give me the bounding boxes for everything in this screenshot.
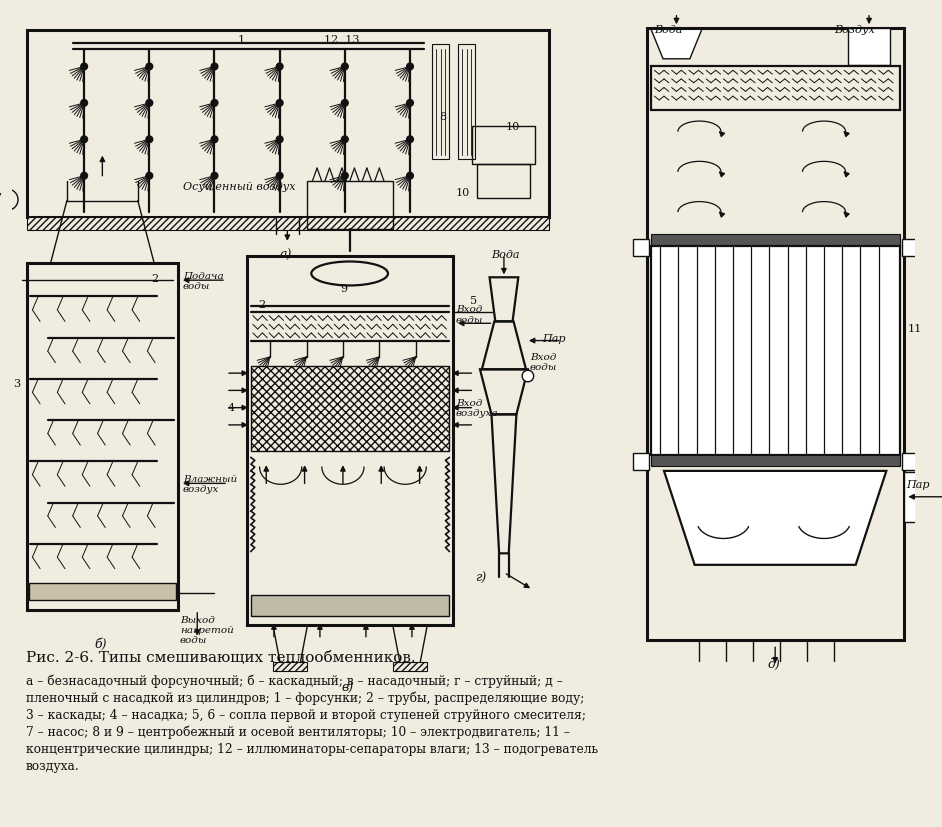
Text: 12  13: 12 13 [324,35,359,45]
Text: 2: 2 [259,300,266,310]
Text: 1: 1 [237,35,245,45]
Bar [247,257,453,625]
Text: 5: 5 [470,295,478,305]
Circle shape [211,173,218,179]
Text: б): б) [95,637,107,650]
Text: в): в) [342,681,354,694]
Polygon shape [651,29,703,60]
Bar [393,662,428,672]
Circle shape [81,173,88,179]
Text: Осушенный воздух: Осушенный воздух [183,182,296,192]
Circle shape [522,370,534,382]
Text: 7: 7 [0,193,1,203]
Circle shape [407,173,414,179]
Text: пленочный с насадкой из цилиндров; 1 – форсунки; 2 – трубы, распределяющие воду;: пленочный с насадкой из цилиндров; 1 – ф… [25,691,584,704]
Bar [26,264,178,610]
Bar [26,218,549,231]
Text: 9: 9 [340,284,348,294]
Text: г): г) [475,571,486,584]
Circle shape [276,100,283,107]
Circle shape [407,64,414,71]
Circle shape [407,136,414,143]
Circle shape [81,100,88,107]
Text: Подача
воды: Подача воды [183,271,223,290]
Bar [633,453,649,471]
Circle shape [848,236,857,246]
Text: 7 – насос; 8 и 9 – центробежный и осевой вентиляторы; 10 – электродвигатель; 11 : 7 – насос; 8 и 9 – центробежный и осевой… [25,725,570,739]
Text: воздуха.: воздуха. [25,759,79,772]
Circle shape [661,456,671,466]
Bar [432,45,449,160]
Circle shape [342,173,349,179]
Text: а – безнасадочный форсуночный; б – каскадный; в – насадочный; г – струйный; д –: а – безнасадочный форсуночный; б – каска… [25,673,562,686]
Text: 3: 3 [13,379,21,389]
Text: Рис. 2-6. Типы смешивающих теплообменников.: Рис. 2-6. Типы смешивающих теплообменник… [25,650,415,664]
Text: 10: 10 [506,122,520,132]
Circle shape [276,64,283,71]
Text: 3 – каскады; 4 – насадка; 5, 6 – сопла первой и второй ступеней струйного смесит: 3 – каскады; 4 – насадка; 5, 6 – сопла п… [25,708,586,721]
Bar [477,165,529,198]
Circle shape [342,64,349,71]
Circle shape [276,173,283,179]
Text: Вода: Вода [492,249,520,259]
Circle shape [146,136,153,143]
Circle shape [723,236,733,246]
Bar [848,29,890,65]
Text: 4: 4 [228,403,236,413]
Text: д): д) [768,657,780,670]
Bar [651,235,900,246]
Circle shape [211,136,218,143]
Text: а): а) [280,248,292,261]
Circle shape [342,136,349,143]
Text: 10: 10 [456,188,470,198]
Circle shape [81,136,88,143]
Circle shape [146,100,153,107]
Circle shape [407,100,414,107]
Text: Пар: Пар [906,479,930,489]
Text: 8: 8 [439,112,446,122]
Bar [273,662,307,672]
Text: Влажный
воздух: Влажный воздух [183,474,237,494]
Circle shape [211,64,218,71]
Bar [306,182,393,230]
Circle shape [276,136,283,143]
Bar [647,29,903,640]
Bar [903,472,942,522]
Text: Вход
воды: Вход воды [456,305,483,324]
Circle shape [786,456,795,466]
Bar [651,455,900,466]
Bar [651,67,900,111]
Bar [651,246,900,455]
Text: Пар: Пар [543,333,566,343]
Text: Вода: Вода [655,26,683,36]
Bar [458,45,475,160]
Bar [633,240,649,257]
Text: Выход
нагретой
воды: Выход нагретой воды [180,615,234,645]
Circle shape [661,236,671,246]
Circle shape [848,456,857,466]
Circle shape [786,236,795,246]
Circle shape [211,100,218,107]
Circle shape [146,64,153,71]
Bar [472,127,535,165]
Text: Воздух: Воздух [835,26,875,36]
Bar [901,240,917,257]
Bar [26,31,549,218]
Text: Вход
воды: Вход воды [529,352,557,372]
Bar [28,583,176,600]
Polygon shape [664,471,886,565]
Circle shape [146,173,153,179]
Circle shape [723,456,733,466]
Text: концентрические цилиндры; 12 – иллюминаторы-сепараторы влаги; 13 – подогреватель: концентрические цилиндры; 12 – иллюминат… [25,742,598,755]
Bar [251,367,449,452]
Bar [251,595,449,616]
Circle shape [81,64,88,71]
Circle shape [342,100,349,107]
Bar [901,453,917,471]
Text: 2: 2 [152,273,158,283]
Text: Вход
воздуха: Вход воздуха [456,399,498,418]
Text: 11: 11 [907,324,921,334]
